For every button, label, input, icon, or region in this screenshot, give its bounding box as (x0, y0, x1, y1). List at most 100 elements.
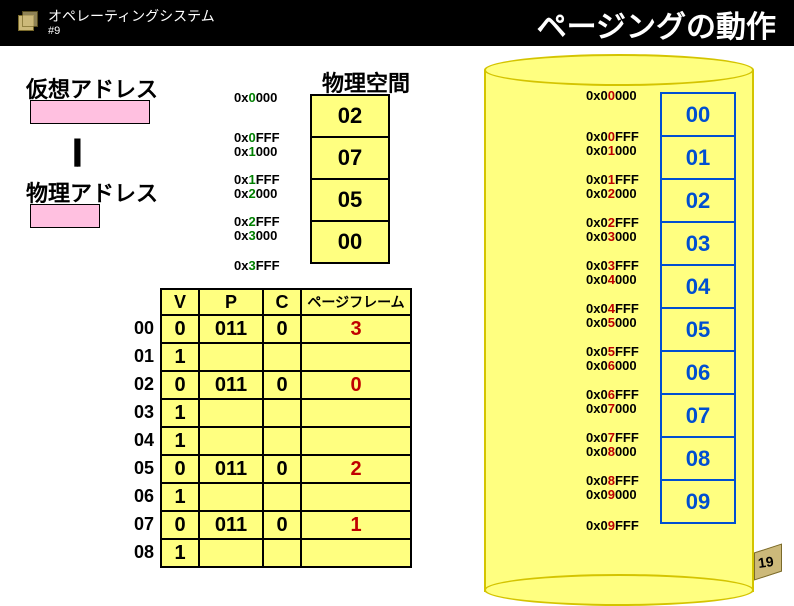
virtual-address-box (30, 100, 150, 124)
pt-cell (301, 399, 411, 427)
paddr-label: 0x06000 (586, 358, 637, 373)
pt-cell: 1 (301, 511, 411, 539)
paddr-label: 0x08000 (586, 444, 637, 459)
pt-cell (199, 399, 263, 427)
paddr-label: 0x00FFF (586, 129, 639, 144)
paddr-label: 0x02000 (586, 186, 637, 201)
pt-cell (199, 343, 263, 371)
pt-cell: 1 (161, 427, 199, 455)
pt-cell (301, 343, 411, 371)
pt-row-index: 01 (128, 346, 154, 367)
pt-row-index: 07 (128, 514, 154, 535)
page-table-row: 001100 (161, 371, 411, 399)
vaddr-label: 0x3FFF (234, 258, 280, 273)
vpage-3: 00 (310, 220, 390, 264)
pt-cell: 011 (199, 371, 263, 399)
pframe-2: 02 (660, 178, 736, 223)
vaddr-label: 0x0000 (234, 90, 277, 105)
paddr-label: 0x04FFF (586, 301, 639, 316)
pt-cell (263, 399, 301, 427)
pt-cell (199, 427, 263, 455)
vaddr-label: 0x3000 (234, 228, 277, 243)
pt-cell (301, 483, 411, 511)
paddr-label: 0x01000 (586, 143, 637, 158)
paddr-label: 0x03FFF (586, 258, 639, 273)
page-table-row: 001102 (161, 455, 411, 483)
pt-cell (263, 483, 301, 511)
pt-cell (199, 483, 263, 511)
vpage-1: 07 (310, 136, 390, 180)
pframe-3: 03 (660, 221, 736, 266)
vaddr-label: 0x1000 (234, 144, 277, 159)
physical-address-box (30, 204, 100, 228)
course-name: オペレーティングシステム (48, 8, 215, 25)
paddr-label: 0x07FFF (586, 430, 639, 445)
page-table-row: 001103 (161, 315, 411, 343)
vaddr-label: 0x2000 (234, 186, 277, 201)
pt-cell (199, 539, 263, 567)
pt-cell: 0 (263, 315, 301, 343)
vaddr-label: 0x0FFF (234, 130, 280, 145)
pframe-5: 05 (660, 307, 736, 352)
vaddr-label: 0x1FFF (234, 172, 280, 187)
page-number: 19 (757, 553, 775, 571)
lecture-number: #9 (48, 25, 215, 38)
pth-p: P (199, 289, 263, 315)
vpage-2: 05 (310, 178, 390, 222)
pframe-1: 01 (660, 135, 736, 180)
pt-cell (301, 539, 411, 567)
paddr-label: 0x02FFF (586, 215, 639, 230)
pt-cell (263, 539, 301, 567)
paddr-label: 0x01FFF (586, 172, 639, 187)
pt-cell: 011 (199, 455, 263, 483)
paddr-label: 0x09000 (586, 487, 637, 502)
page-table-row: 1 (161, 539, 411, 567)
page-table: V P C ページフレーム 00110310011001100110210011… (160, 288, 412, 568)
pt-cell (263, 427, 301, 455)
pt-cell: 2 (301, 455, 411, 483)
vpage-0: 02 (310, 94, 390, 138)
paddr-label: 0x00000 (586, 88, 637, 103)
pframe-9: 09 (660, 479, 736, 524)
pt-cell (301, 427, 411, 455)
pt-row-index: 02 (128, 374, 154, 395)
pt-cell: 1 (161, 539, 199, 567)
paddr-label: 0x09FFF (586, 518, 639, 533)
paddr-label: 0x07000 (586, 401, 637, 416)
pframe-0: 00 (660, 92, 736, 137)
pt-row-index: 03 (128, 402, 154, 423)
pt-cell: 1 (161, 483, 199, 511)
vaddr-label: 0x2FFF (234, 214, 280, 229)
pt-cell: 0 (263, 371, 301, 399)
pt-cell: 0 (161, 511, 199, 539)
pt-row-index: 00 (128, 318, 154, 339)
paddr-label: 0x08FFF (586, 473, 639, 488)
pt-cell: 0 (161, 455, 199, 483)
slide-header: オペレーティングシステム #9 ページングの動作 (0, 0, 794, 46)
physical-frame-stack: 00 01 02 03 04 05 06 07 08 09 (660, 94, 736, 524)
pth-v: V (161, 289, 199, 315)
paddr-label: 0x04000 (586, 272, 637, 287)
slide-title: ページングの動作 (537, 2, 776, 46)
virtual-page-stack: 02 07 05 00 (310, 96, 390, 264)
page-table-row: 1 (161, 343, 411, 371)
pth-c: C (263, 289, 301, 315)
pframe-4: 04 (660, 264, 736, 309)
pt-cell: 0 (263, 455, 301, 483)
pt-row-index: 04 (128, 430, 154, 451)
page-table-row: 1 (161, 483, 411, 511)
pt-cell: 011 (199, 315, 263, 343)
cube-icon (14, 9, 42, 37)
pt-cell: 1 (161, 343, 199, 371)
pt-row-index: 08 (128, 542, 154, 563)
pt-cell: 011 (199, 511, 263, 539)
pt-cell: 0 (301, 371, 411, 399)
course-title: オペレーティングシステム #9 (48, 8, 215, 38)
pt-row-index: 06 (128, 486, 154, 507)
pt-cell (263, 343, 301, 371)
page-table-row: 001101 (161, 511, 411, 539)
paddr-label: 0x03000 (586, 229, 637, 244)
page-table-row: 1 (161, 399, 411, 427)
paddr-label: 0x05000 (586, 315, 637, 330)
paddr-label: 0x06FFF (586, 387, 639, 402)
